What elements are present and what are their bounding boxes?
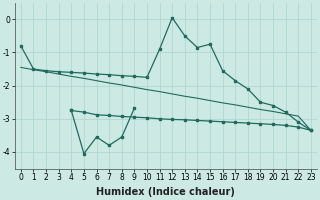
X-axis label: Humidex (Indice chaleur): Humidex (Indice chaleur) <box>96 187 235 197</box>
